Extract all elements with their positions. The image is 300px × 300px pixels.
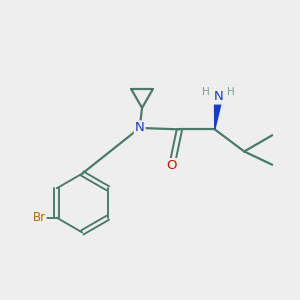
Text: H: H [202,87,210,97]
Text: N: N [135,122,145,134]
Text: H: H [227,87,235,97]
Text: N: N [213,91,223,103]
Polygon shape [214,98,222,129]
Text: Br: Br [32,211,46,224]
Text: O: O [166,159,177,172]
